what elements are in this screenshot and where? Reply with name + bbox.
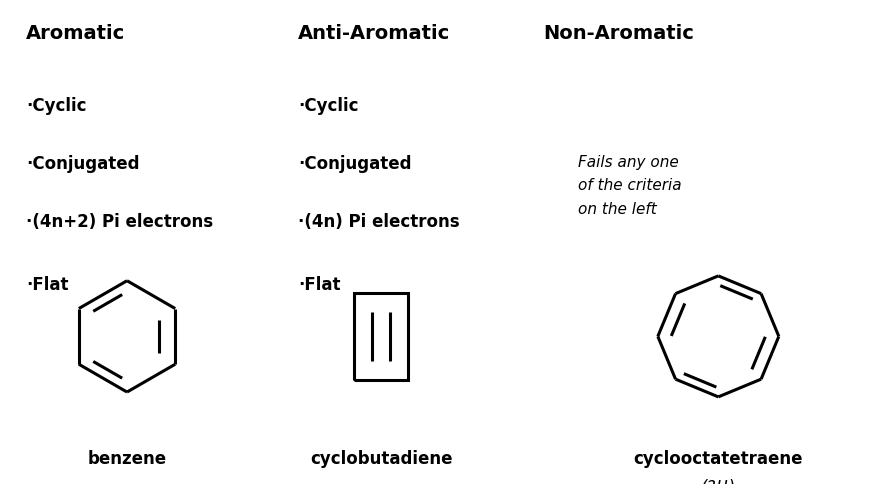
Text: Fails any one
of the criteria
on the left: Fails any one of the criteria on the lef… <box>578 155 682 217</box>
Text: ·Flat: ·Flat <box>298 276 341 294</box>
Text: ·(4n) Pi electrons: ·(4n) Pi electrons <box>298 213 460 231</box>
Text: ·Flat: ·Flat <box>26 276 69 294</box>
Text: Anti-Aromatic: Anti-Aromatic <box>298 24 450 43</box>
Text: Aromatic: Aromatic <box>26 24 125 43</box>
Text: ·(4n+2) Pi electrons: ·(4n+2) Pi electrons <box>26 213 214 231</box>
Text: benzene: benzene <box>88 450 166 468</box>
Text: ·Cyclic: ·Cyclic <box>298 97 358 115</box>
Text: (?!!): (?!!) <box>701 479 736 484</box>
Text: ·Conjugated: ·Conjugated <box>26 155 140 173</box>
Text: ·Cyclic: ·Cyclic <box>26 97 87 115</box>
Text: cyclobutadiene: cyclobutadiene <box>310 450 452 468</box>
Text: Non-Aromatic: Non-Aromatic <box>543 24 694 43</box>
Text: ·Conjugated: ·Conjugated <box>298 155 412 173</box>
Text: cyclooctatetraene: cyclooctatetraene <box>633 450 803 468</box>
